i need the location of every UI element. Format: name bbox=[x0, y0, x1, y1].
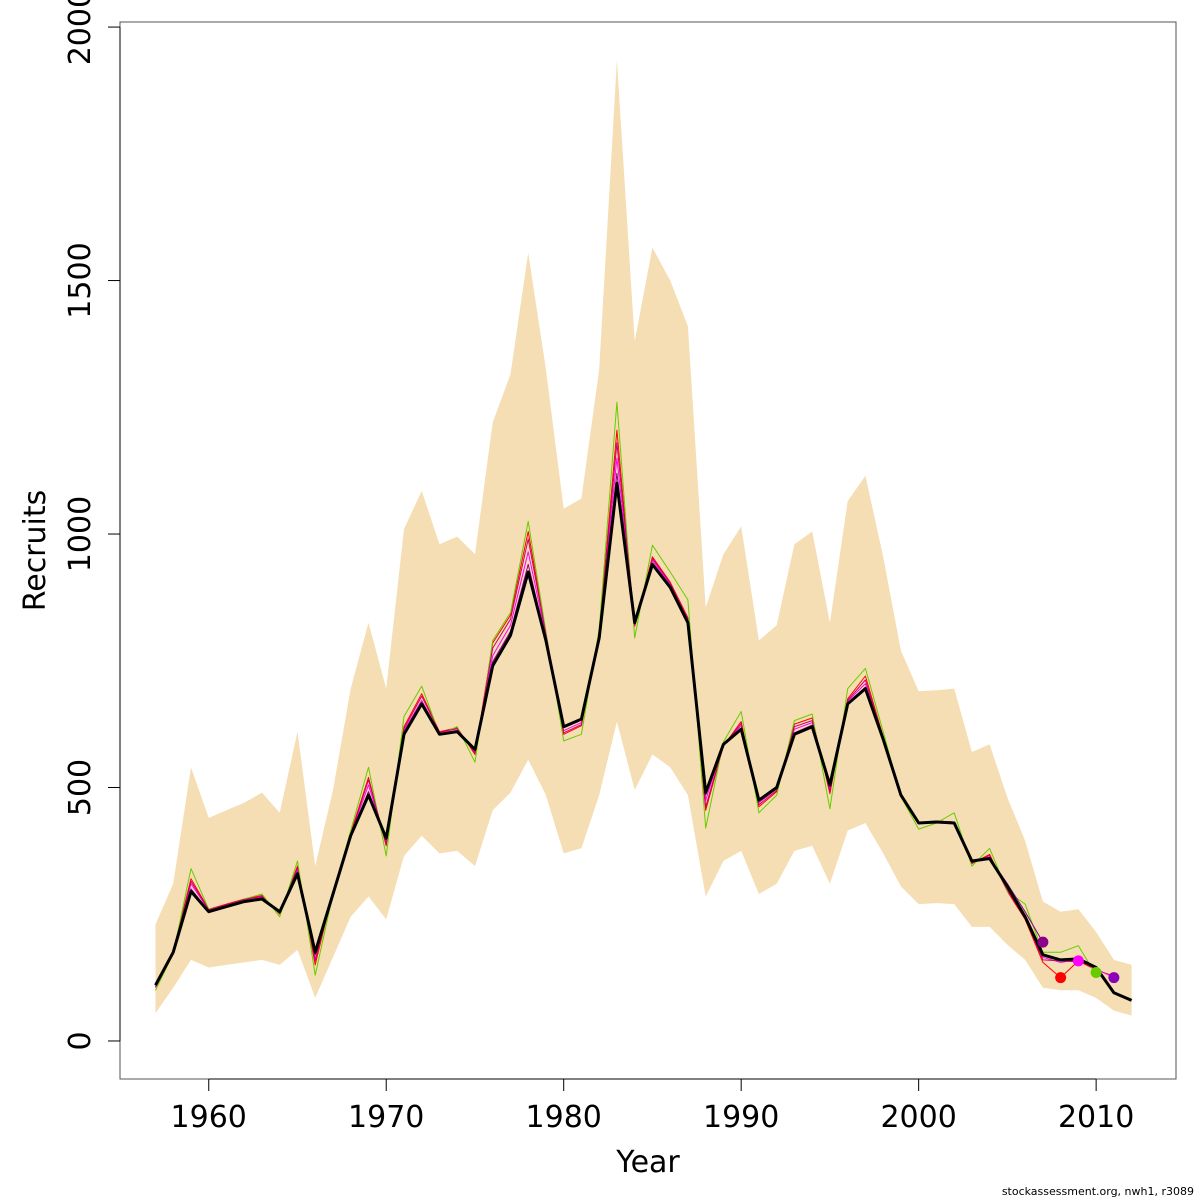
source-footnote: stockassessment.org, nwh1, r3089 bbox=[1002, 1185, 1194, 1198]
estimate-line-layer bbox=[154, 481, 1133, 1002]
x-tick-label: 1970 bbox=[348, 1100, 424, 1135]
y-tick-label: 0 bbox=[63, 1031, 98, 1050]
y-tick-label: 1500 bbox=[63, 242, 98, 318]
x-axis-title: Year bbox=[615, 1145, 680, 1180]
confidence-band-layer bbox=[155, 60, 1132, 1016]
x-axis: 1960 1970 1980 1990 2000 2010 bbox=[171, 1078, 1134, 1135]
y-tick-label: 500 bbox=[63, 759, 98, 816]
x-tick-label: 1990 bbox=[703, 1100, 779, 1135]
y-tick-label: 1000 bbox=[63, 496, 98, 572]
endpoint-marker-4 bbox=[1090, 967, 1102, 979]
estimate-line bbox=[154, 481, 1133, 1002]
endpoint-markers-layer bbox=[1037, 936, 1120, 984]
x-tick-label: 1960 bbox=[171, 1100, 247, 1135]
y-axis-title: Recruits bbox=[18, 490, 53, 612]
endpoint-marker-1 bbox=[1037, 936, 1049, 948]
endpoint-marker-3 bbox=[1072, 955, 1084, 967]
x-tick-label: 1980 bbox=[526, 1100, 602, 1135]
y-axis: 0 500 1000 1500 2000 bbox=[63, 0, 121, 1051]
confidence-band bbox=[155, 60, 1132, 1016]
x-tick-label: 2000 bbox=[880, 1100, 956, 1135]
endpoint-marker-5 bbox=[1108, 972, 1120, 984]
y-tick-label: 2000 bbox=[63, 0, 98, 65]
x-tick-label: 2010 bbox=[1058, 1100, 1134, 1135]
endpoint-marker-2 bbox=[1055, 972, 1067, 984]
